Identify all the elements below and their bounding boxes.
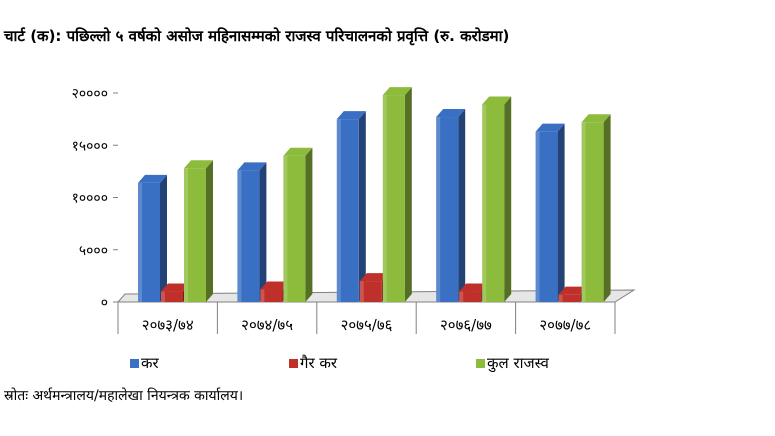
- bar-side: [404, 87, 412, 302]
- bar-highlight: [459, 291, 464, 302]
- bar-top: [436, 109, 466, 118]
- bar-side: [206, 160, 213, 302]
- bar-highlight: [138, 182, 142, 302]
- chart-title: चार्ट (क): पछिल्लो ५ वर्षको असोज महिनासम…: [4, 27, 510, 45]
- bar-total-4: [581, 114, 611, 302]
- bar-front: [161, 291, 183, 302]
- bar-highlight: [161, 291, 165, 302]
- bar-side: [557, 123, 565, 302]
- bar-front: [283, 155, 306, 302]
- legend: कर गैर कर कुल राजस्व: [0, 353, 775, 375]
- y-tick-label: २००००: [72, 86, 108, 102]
- y-tick-label: १५०००: [72, 138, 108, 154]
- legend-label-tax: कर: [141, 354, 159, 372]
- bar-side: [504, 96, 512, 303]
- bar-tax-2: [336, 111, 366, 302]
- bar-highlight: [260, 289, 265, 302]
- bar-top: [161, 283, 190, 292]
- x-tick-label: २०७६/७७: [440, 316, 492, 334]
- x-tick-label: २०७३/७४: [142, 316, 194, 334]
- bar-top: [482, 96, 512, 105]
- bar-side: [458, 109, 466, 302]
- bar-total-1: [283, 147, 313, 302]
- bar-highlight: [558, 294, 563, 302]
- bar-top: [382, 87, 412, 96]
- bar-highlight: [482, 104, 487, 303]
- x-tick-label: २०७५/७६: [341, 316, 393, 334]
- legend-swatch-tax: [130, 358, 139, 368]
- bar-front: [138, 182, 160, 302]
- bar-highlight: [184, 168, 188, 302]
- bar-highlight: [436, 117, 441, 302]
- bar-side: [603, 114, 611, 302]
- bar-highlight: [535, 131, 540, 302]
- bar-top: [459, 283, 489, 292]
- bar-tax-0: [138, 174, 167, 302]
- bar-front: [359, 281, 382, 302]
- bar-front: [535, 131, 558, 302]
- y-tick-label: १००००: [72, 191, 108, 207]
- legend-item-tax: कर: [130, 353, 159, 373]
- bar-total-2: [382, 87, 412, 302]
- bar-top: [336, 111, 366, 120]
- bar-highlight: [237, 170, 242, 302]
- y-tick-label: ५०००: [79, 243, 108, 259]
- bar-highlight: [581, 122, 586, 302]
- bar-tax-3: [436, 109, 466, 302]
- bar-side: [305, 147, 313, 302]
- bar-top: [283, 147, 313, 156]
- legend-label-total: कुल राजस्व: [487, 354, 549, 372]
- legend-label-nontax: गैर कर: [300, 354, 338, 372]
- bar-highlight: [336, 119, 341, 302]
- bar-side: [160, 174, 167, 302]
- bar-total-0: [184, 160, 213, 302]
- bar-highlight: [283, 155, 288, 302]
- bar-top: [138, 174, 167, 183]
- source-note: स्रोतः अर्थमन्त्रालय/महालेखा नियन्त्रक क…: [4, 388, 244, 404]
- x-tick-label: २०७४/७५: [241, 316, 293, 334]
- bar-highlight: [382, 95, 387, 302]
- y-tick-label: ०: [101, 295, 108, 311]
- bar-front: [336, 119, 359, 302]
- bar-front: [436, 117, 459, 302]
- legend-swatch-total: [476, 358, 485, 368]
- legend-item-nontax: गैर कर: [289, 353, 337, 373]
- bar-tax-1: [237, 162, 267, 302]
- bar-side: [358, 111, 366, 302]
- bar-top: [359, 273, 389, 282]
- bar-top: [184, 160, 213, 169]
- bar-front: [260, 289, 283, 302]
- bar-tax-4: [535, 123, 565, 302]
- bar-front: [459, 291, 482, 302]
- bar-front: [581, 122, 604, 302]
- bar-top: [237, 162, 267, 171]
- bar-top: [558, 286, 588, 295]
- bar-front: [237, 170, 260, 302]
- legend-item-total: कुल राजस्व: [476, 353, 549, 373]
- bar-front: [382, 95, 405, 302]
- bar-top: [535, 123, 565, 132]
- bar-highlight: [359, 281, 364, 302]
- bar-top: [260, 281, 290, 290]
- bar-total-3: [482, 96, 512, 303]
- bar-top: [581, 114, 611, 123]
- bar-front: [558, 294, 581, 302]
- bar-front: [482, 104, 505, 303]
- legend-swatch-nontax: [289, 358, 298, 368]
- x-tick-label: २०७७/७८: [539, 316, 591, 334]
- bar-side: [259, 162, 267, 302]
- bar-front: [184, 168, 206, 302]
